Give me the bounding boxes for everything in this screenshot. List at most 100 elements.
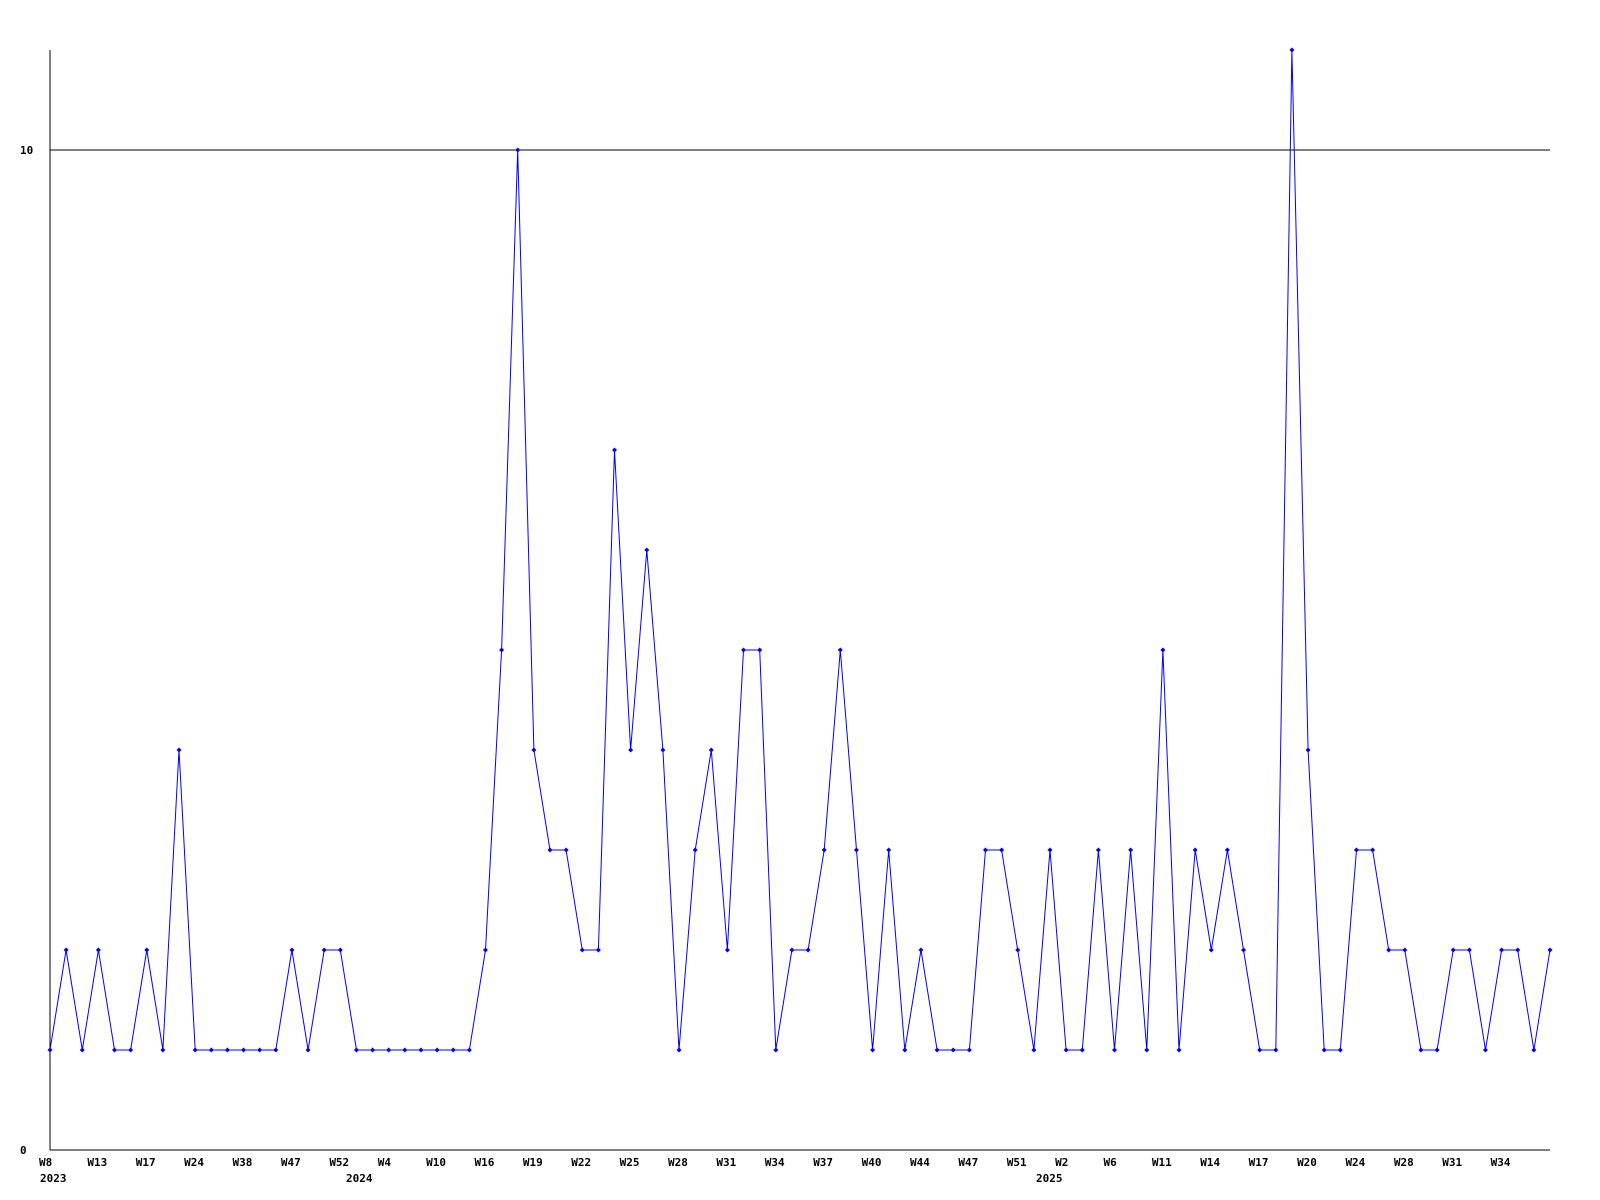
data-point [644,547,650,553]
x-tick-label: W24 [1345,1156,1365,1169]
data-point [305,1047,311,1053]
x-tick-label: W25 [620,1156,640,1169]
data-point [1063,1047,1069,1053]
data-point [837,647,843,653]
data-point [950,1047,956,1053]
data-point [1160,647,1166,653]
x-tick-label: W19 [523,1156,543,1169]
data-point [63,947,69,953]
data-point [1515,947,1521,953]
data-point [821,847,827,853]
data-point [612,447,618,453]
data-point [853,847,859,853]
data-point [1337,1047,1343,1053]
x-tick-label: W22 [571,1156,591,1169]
axes [49,50,1550,1151]
data-point [1370,847,1376,853]
data-point [1450,947,1456,953]
data-point [660,747,666,753]
x-tick-label: W51 [1007,1156,1027,1169]
data-point [466,1047,472,1053]
data-point [79,1047,85,1053]
data-point [1499,947,1505,953]
data-point [1144,1047,1150,1053]
x-tick-label: W34 [765,1156,785,1169]
data-point [1482,1047,1488,1053]
data-point [224,1047,230,1053]
x-tick-labels: W8 W13 W17 W24 W38 W47 W52 W4 W10 W16 W19 W22 W25 W28… [39,1156,1511,1169]
x-tick-label: W8 [39,1156,52,1169]
data-point [144,947,150,953]
data-point [757,647,763,653]
series-line [49,49,1551,1051]
data-point [1176,1047,1182,1053]
data-point [160,1047,166,1053]
data-point [676,1047,682,1053]
x-tick-label: W16 [474,1156,494,1169]
data-point [805,947,811,953]
x-tick-label: W31 [716,1156,736,1169]
data-point [386,1047,392,1053]
series-group [47,47,1553,1053]
data-point [1305,747,1311,753]
year-label: 2023 [40,1172,67,1185]
data-point [1224,847,1230,853]
data-point [402,1047,408,1053]
data-point [1434,1047,1440,1053]
x-tick-label: W44 [910,1156,930,1169]
year-label: 2025 [1036,1172,1063,1185]
data-point [273,1047,279,1053]
x-tick-label: W17 [1249,1156,1269,1169]
data-point [1402,947,1408,953]
data-point [241,1047,247,1053]
data-point [886,847,892,853]
y-tick-labels: 0 10 [20,144,33,1157]
data-point [1015,947,1021,953]
data-point [47,1047,53,1053]
data-point [321,947,327,953]
data-point [1095,847,1101,853]
data-point [902,1047,908,1053]
data-point [773,1047,779,1053]
data-point [289,947,295,953]
data-point [1257,1047,1263,1053]
x-tick-label: W10 [426,1156,446,1169]
data-point [547,847,553,853]
data-point [789,947,795,953]
data-point [1418,1047,1424,1053]
x-tick-label: W20 [1297,1156,1317,1169]
year-label: 2024 [346,1172,373,1185]
data-point [482,947,488,953]
data-point [741,647,747,653]
data-point [257,1047,263,1053]
data-point [95,947,101,953]
data-point [918,947,924,953]
data-point [353,1047,359,1053]
x-tick-label: W28 [668,1156,688,1169]
data-point [531,747,537,753]
data-point [1047,847,1053,853]
data-point [708,747,714,753]
data-point [1289,47,1295,53]
data-point [595,947,601,953]
data-point [870,1047,876,1053]
y-tick-label: 0 [20,1144,27,1157]
x-tick-label: W47 [281,1156,301,1169]
data-point [128,1047,134,1053]
data-point [1128,847,1134,853]
data-point [499,647,505,653]
data-point [934,1047,940,1053]
data-point [434,1047,440,1053]
x-tick-label: W37 [813,1156,833,1169]
data-point [515,147,521,153]
x-tick-label: W28 [1394,1156,1414,1169]
data-point [112,1047,118,1053]
data-point [724,947,730,953]
x-tick-label: W2 [1055,1156,1068,1169]
data-point [1031,1047,1037,1053]
data-point [1466,947,1472,953]
x-tick-label: W38 [233,1156,253,1169]
x-tick-label: W47 [958,1156,978,1169]
data-point [579,947,585,953]
data-point [1208,947,1214,953]
